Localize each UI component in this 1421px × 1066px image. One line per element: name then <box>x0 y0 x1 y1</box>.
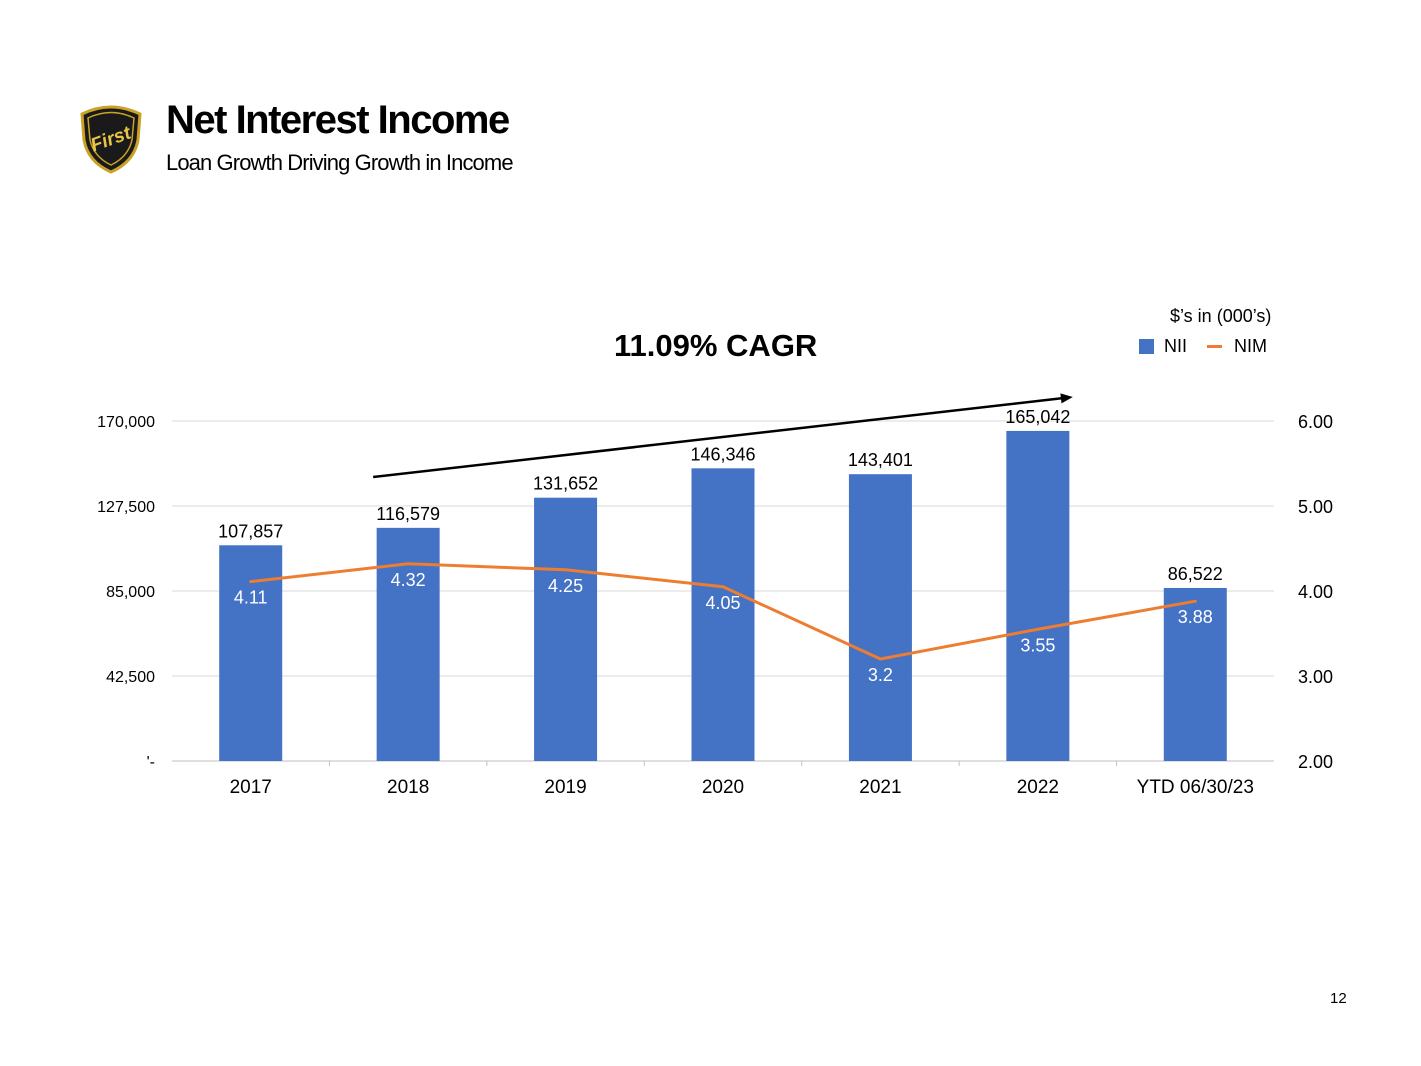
chart-legend: NII NIM <box>1139 336 1267 357</box>
company-logo: First <box>78 100 144 174</box>
bar-value-label: 86,522 <box>1168 564 1223 584</box>
bar-value-label: 165,042 <box>1005 407 1070 427</box>
nim-point <box>1036 627 1040 631</box>
y-left-tick-label: 85,000 <box>106 584 155 601</box>
x-category-label: YTD 06/30/23 <box>1137 777 1254 798</box>
nim-value-label: 4.05 <box>705 593 740 613</box>
y-left-tick-label: 127,500 <box>97 499 155 516</box>
bar-value-label: 107,857 <box>218 521 283 541</box>
bar-nii <box>691 468 755 761</box>
nim-point <box>1193 599 1197 603</box>
nim-value-label: 4.25 <box>548 576 583 596</box>
y-right-tick-label: 3.00 <box>1298 667 1333 687</box>
nim-point <box>406 562 410 566</box>
nim-value-label: 3.2 <box>868 665 893 685</box>
nim-point <box>249 580 253 584</box>
bar-value-label: 143,401 <box>848 450 913 470</box>
nim-value-label: 3.55 <box>1020 635 1055 655</box>
y-left-tick-label: '- <box>147 754 155 771</box>
nim-value-label: 4.11 <box>234 588 268 608</box>
y-left-tick-label: 42,500 <box>106 669 155 686</box>
y-right-tick-label: 5.00 <box>1298 497 1333 517</box>
legend-line-swatch <box>1207 345 1223 348</box>
bar-value-label: 131,652 <box>533 474 598 494</box>
bar-nii <box>1163 587 1227 761</box>
units-note: $’s in (000’s) <box>1170 306 1272 326</box>
legend-bar-label: NII <box>1164 336 1188 356</box>
nim-point <box>878 657 882 661</box>
legend-line-label: NIM <box>1234 336 1268 356</box>
trend-arrow-line <box>373 396 1064 479</box>
x-category-label: 2019 <box>544 777 586 798</box>
page-title: Net Interest Income <box>166 98 510 142</box>
x-category-label: 2021 <box>859 777 901 798</box>
y-left-tick-label: 170,000 <box>97 414 155 431</box>
nim-value-label: 4.32 <box>391 570 426 590</box>
x-category-label: 2020 <box>702 777 744 798</box>
nim-point <box>564 568 568 572</box>
bar-nii <box>1006 430 1070 761</box>
bar-value-label: 146,346 <box>690 444 755 464</box>
y-right-tick-label: 2.00 <box>1298 752 1333 772</box>
bar-value-label: 116,579 <box>376 504 440 524</box>
page-number: 12 <box>1330 990 1347 1007</box>
x-category-label: 2017 <box>230 777 272 798</box>
x-category-label: 2018 <box>387 777 429 798</box>
nim-value-label: 3.88 <box>1178 607 1213 627</box>
nim-point <box>721 585 725 589</box>
legend-bar-swatch <box>1139 339 1154 354</box>
trend-arrow-head <box>1060 393 1073 404</box>
cagr-annotation: 11.09% CAGR <box>614 328 818 363</box>
x-category-label: 2022 <box>1017 777 1059 798</box>
y-right-tick-label: 6.00 <box>1298 412 1333 432</box>
bar-nii <box>848 474 912 761</box>
bar-nii <box>534 497 598 761</box>
y-right-tick-label: 4.00 <box>1298 582 1333 602</box>
page-subtitle: Loan Growth Driving Growth in Income <box>166 150 514 175</box>
